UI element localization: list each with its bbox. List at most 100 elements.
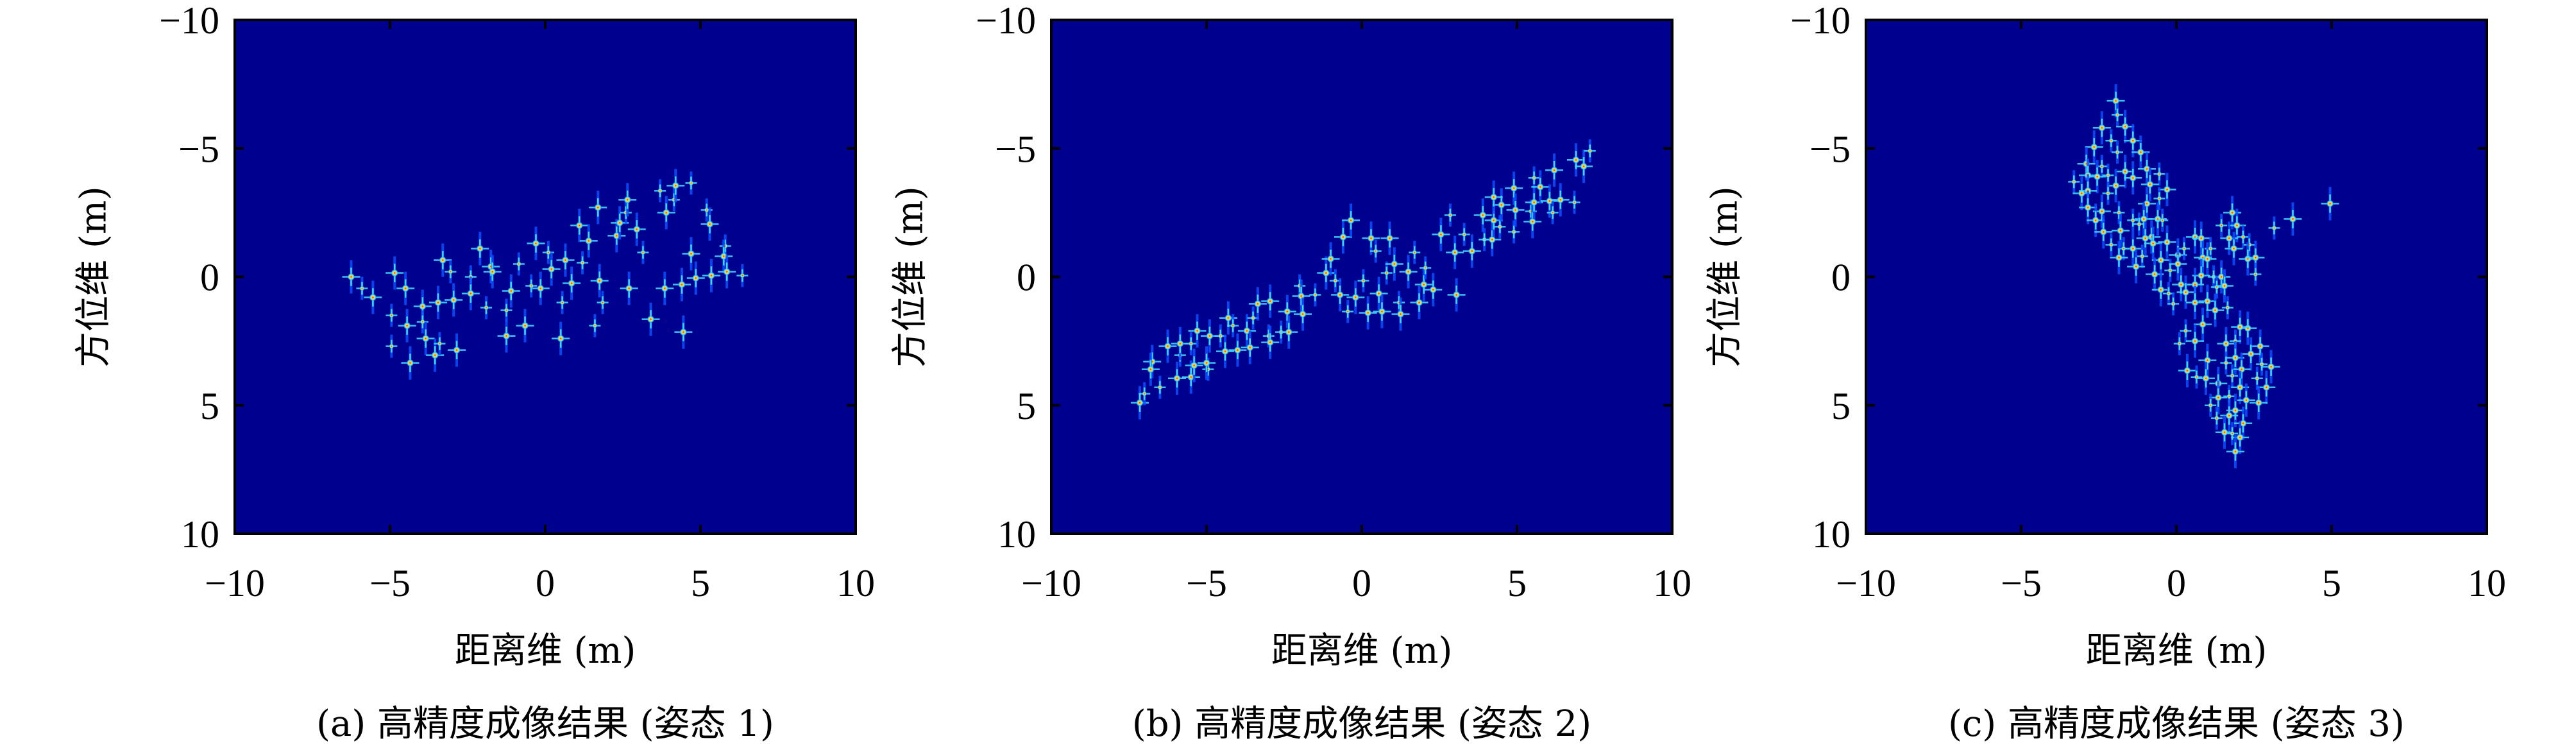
scatterer-point bbox=[2321, 187, 2339, 221]
x-axis-label: 距离维 (m) bbox=[1271, 630, 1453, 672]
scatterer-point bbox=[641, 302, 660, 336]
x-tick-label: −10 bbox=[205, 562, 265, 604]
scatterer-point bbox=[398, 309, 416, 343]
scatterer-point bbox=[2198, 284, 2217, 318]
scatterer-point bbox=[2151, 243, 2170, 277]
scatterer-point bbox=[685, 171, 697, 195]
scatterer-point bbox=[1369, 239, 1382, 263]
scatterer-point bbox=[2210, 275, 2223, 299]
y-tick-label: 0 bbox=[1017, 257, 1036, 299]
scatterer-point bbox=[2186, 286, 2205, 320]
x-tick-label: 0 bbox=[536, 562, 555, 604]
scatterer-layer bbox=[1130, 139, 1596, 420]
scatterer-point bbox=[1492, 188, 1511, 222]
scatterer-point bbox=[434, 243, 452, 277]
scatterer-point bbox=[1278, 294, 1296, 328]
scatterer-point bbox=[2116, 110, 2135, 144]
scatterer-point bbox=[2221, 296, 2233, 320]
scatterer-point bbox=[2237, 383, 2255, 417]
scatterer-point bbox=[386, 256, 404, 290]
scatterer-point bbox=[2223, 196, 2242, 230]
scatterer-point bbox=[1168, 361, 1187, 395]
scatterer-point bbox=[2231, 310, 2250, 344]
scatterer-point bbox=[1346, 280, 1365, 314]
scatterer-point bbox=[2251, 329, 2269, 363]
scatterer-point bbox=[2092, 194, 2111, 228]
scatterer-point bbox=[1248, 287, 1267, 321]
scatterer-point bbox=[2210, 406, 2223, 430]
image-background bbox=[1051, 20, 1672, 534]
scatterer-point bbox=[2186, 324, 2205, 358]
scatterer-point bbox=[500, 298, 513, 322]
scatterer-point bbox=[2228, 209, 2246, 243]
scatterer-point bbox=[627, 212, 646, 246]
scatterer-point bbox=[416, 310, 428, 334]
y-axis-label: 方位维 (m) bbox=[1704, 186, 1746, 368]
scatterer-point bbox=[386, 303, 398, 327]
y-axis-label: 方位维 (m) bbox=[73, 186, 115, 368]
scatterer-point bbox=[637, 241, 649, 264]
scatterer-point bbox=[1414, 268, 1433, 302]
scatterer-layer bbox=[342, 169, 749, 380]
scatterer-point bbox=[1462, 234, 1481, 268]
scatterer-point bbox=[2220, 398, 2239, 432]
scatterer-point bbox=[1380, 221, 1399, 255]
scatterer-point bbox=[2250, 386, 2268, 420]
scatterer-point bbox=[1362, 221, 1380, 255]
scatterer-point bbox=[2158, 173, 2176, 207]
scatterer-point bbox=[702, 259, 720, 293]
y-tick-label: 0 bbox=[200, 257, 219, 299]
scatterer-point bbox=[2112, 103, 2124, 127]
x-tick-label: 0 bbox=[1352, 562, 1371, 604]
scatterer-point bbox=[2079, 191, 2097, 225]
scatterer-point bbox=[1568, 191, 1580, 214]
scatterer-point bbox=[2111, 214, 2130, 248]
y-tick-label: −10 bbox=[1790, 0, 1851, 42]
scatterer-point bbox=[2194, 307, 2212, 341]
scatterer-point bbox=[386, 334, 398, 358]
x-tick-label: −10 bbox=[1021, 562, 1081, 604]
scatterer-point bbox=[2178, 354, 2196, 388]
scatterer-point bbox=[497, 319, 516, 353]
scatterer-point bbox=[674, 315, 693, 349]
scatterer-point bbox=[416, 321, 435, 355]
scatterer-point bbox=[2124, 124, 2142, 158]
scatterer-point bbox=[2131, 135, 2150, 169]
scatterer-point bbox=[429, 286, 448, 320]
scatterer-point bbox=[556, 243, 575, 277]
scatterer-point bbox=[2176, 275, 2195, 309]
scatterer-point bbox=[618, 183, 637, 217]
scatterer-point bbox=[1228, 333, 1247, 367]
scatterer-point bbox=[2257, 370, 2276, 404]
scatterer-point bbox=[401, 346, 419, 380]
scatterer-point bbox=[2113, 201, 2125, 225]
scatterer-point bbox=[552, 321, 570, 355]
scatterer-point bbox=[527, 226, 545, 260]
scatterer-point bbox=[448, 333, 466, 367]
x-tick-label: 5 bbox=[1507, 562, 1527, 604]
scatterer-point bbox=[1317, 256, 1335, 290]
scatterer-point bbox=[666, 169, 685, 203]
scatterer-point bbox=[2140, 167, 2159, 201]
scatterer-point bbox=[2173, 332, 2185, 355]
scatterer-point bbox=[2158, 225, 2176, 259]
scatterer-point bbox=[1545, 153, 1564, 187]
scatterer-point bbox=[342, 260, 360, 294]
scatterer-point bbox=[1444, 203, 1456, 227]
x-tick-label: −5 bbox=[2001, 562, 2042, 604]
scatterer-point bbox=[1528, 166, 1540, 190]
scatterer-point bbox=[1508, 220, 1520, 244]
panel-b: −10 −10 −5 −5 0 0 5 5 10 10 距离维 (m) 方位维 (m) (b) 高精度成… bbox=[890, 0, 1692, 745]
scatterer-point bbox=[657, 196, 675, 230]
subfigure-caption: (c) 高精度成像结果 (姿态 3) bbox=[1948, 703, 2405, 745]
scatterer-point bbox=[2206, 293, 2224, 327]
scatterer-point bbox=[2127, 209, 2139, 232]
scatterer-point bbox=[2133, 212, 2145, 236]
scatterer-point bbox=[542, 241, 554, 264]
x-tick-label: −5 bbox=[1186, 562, 1227, 604]
scatterer-point bbox=[1506, 193, 1525, 227]
x-tick-label: 10 bbox=[836, 562, 875, 604]
y-tick-label: −5 bbox=[178, 128, 219, 170]
scatterer-point bbox=[2196, 361, 2215, 395]
scatterer-point bbox=[672, 268, 691, 302]
